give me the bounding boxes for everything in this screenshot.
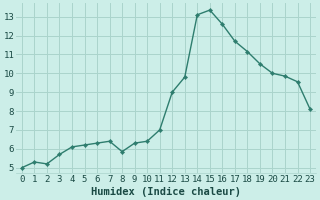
X-axis label: Humidex (Indice chaleur): Humidex (Indice chaleur) — [91, 186, 241, 197]
